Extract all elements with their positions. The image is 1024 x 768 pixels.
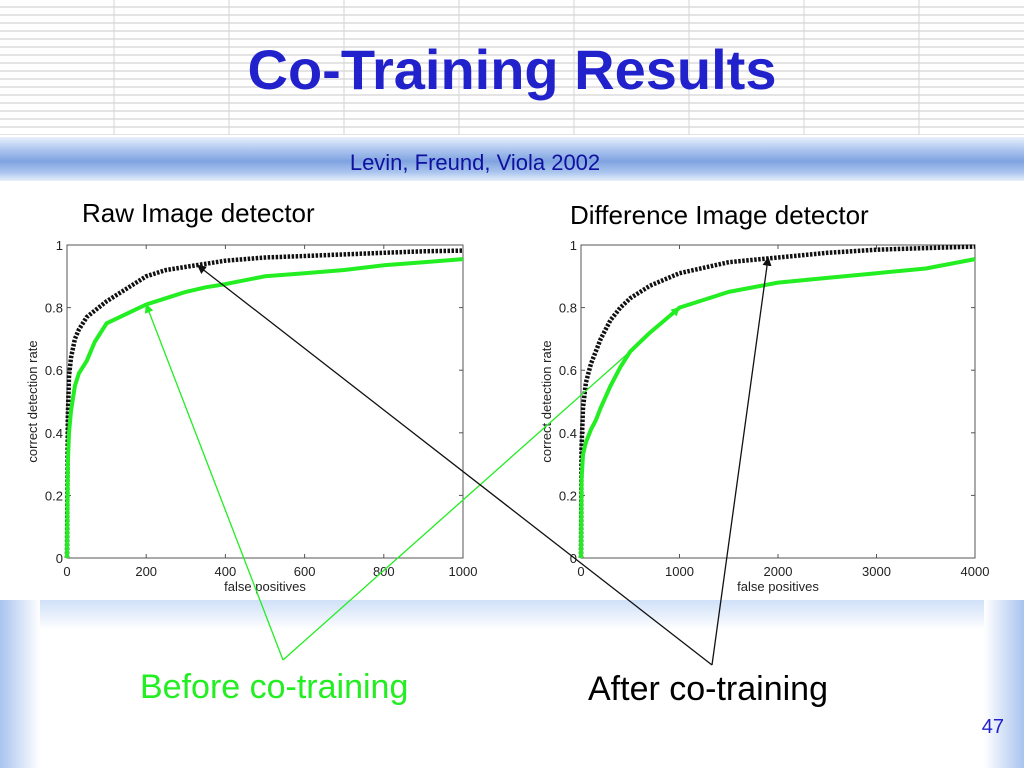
y-tick-label: 0.4 (559, 426, 577, 441)
citation: Levin, Freund, Viola 2002 (349, 150, 601, 175)
y-tick-label: 0.2 (45, 488, 63, 503)
y-tick-label: 0 (56, 551, 63, 566)
arrow-after-2 (711, 256, 772, 666)
annotation-arrows (144, 256, 772, 666)
header-band (0, 137, 1024, 181)
bottom-gradient (0, 600, 1024, 630)
series-after-cotraining (578, 244, 976, 559)
y-tick-label: 0.8 (45, 301, 63, 316)
y-tick-label: 0.6 (45, 363, 63, 378)
chart-1-title: Raw Image detector (82, 198, 315, 228)
arrow-before-1 (144, 303, 284, 661)
x-tick-label: 400 (215, 564, 237, 579)
bottom-gradient-right (984, 600, 1024, 768)
y-tick-label: 0.6 (559, 363, 577, 378)
x-tick-label: 3000 (862, 564, 891, 579)
arrow-before-2 (282, 306, 681, 661)
x-tick-label: 4000 (961, 564, 990, 579)
x-tick-label: 2000 (764, 564, 793, 579)
x-tick-label: 1000 (665, 564, 694, 579)
series-before-cotraining (579, 257, 976, 559)
y-tick-label: 1 (56, 238, 63, 253)
y-tick-label: 0.2 (559, 488, 577, 503)
chart-2-title: Difference Image detector (570, 200, 869, 230)
y-tick-label: 1 (570, 238, 577, 253)
arrow-after-1 (196, 264, 713, 666)
y-axis-label: correct detection rate (539, 340, 554, 462)
x-tick-label: 0 (577, 564, 584, 579)
x-tick-label: 200 (135, 564, 157, 579)
y-axis-label: correct detection rate (25, 340, 40, 462)
page-number: 47 (981, 716, 1004, 738)
before-cotraining-label: Before co-training (140, 668, 409, 706)
chart-difference-image: 0 1000 2000 3000 4000 0 0.2 0.4 0.6 0.8 1 false pos… (539, 238, 989, 594)
slide-title: Co-Training Results (247, 38, 777, 101)
y-tick-label: 0 (570, 551, 577, 566)
bottom-gradient-left (0, 600, 40, 768)
plot-area (580, 244, 976, 559)
x-axis-label: false positives (224, 579, 306, 594)
y-tick-label: 0.4 (45, 426, 63, 441)
after-cotraining-label: After co-training (588, 670, 828, 708)
header-grid (0, 0, 1024, 135)
x-axis-label: false positives (737, 579, 819, 594)
plot-area (66, 244, 464, 559)
series-after-cotraining (64, 248, 464, 559)
x-tick-label: 600 (294, 564, 316, 579)
y-tick-label: 0.8 (559, 301, 577, 316)
x-tick-label: 0 (63, 564, 70, 579)
x-tick-label: 1000 (449, 564, 478, 579)
